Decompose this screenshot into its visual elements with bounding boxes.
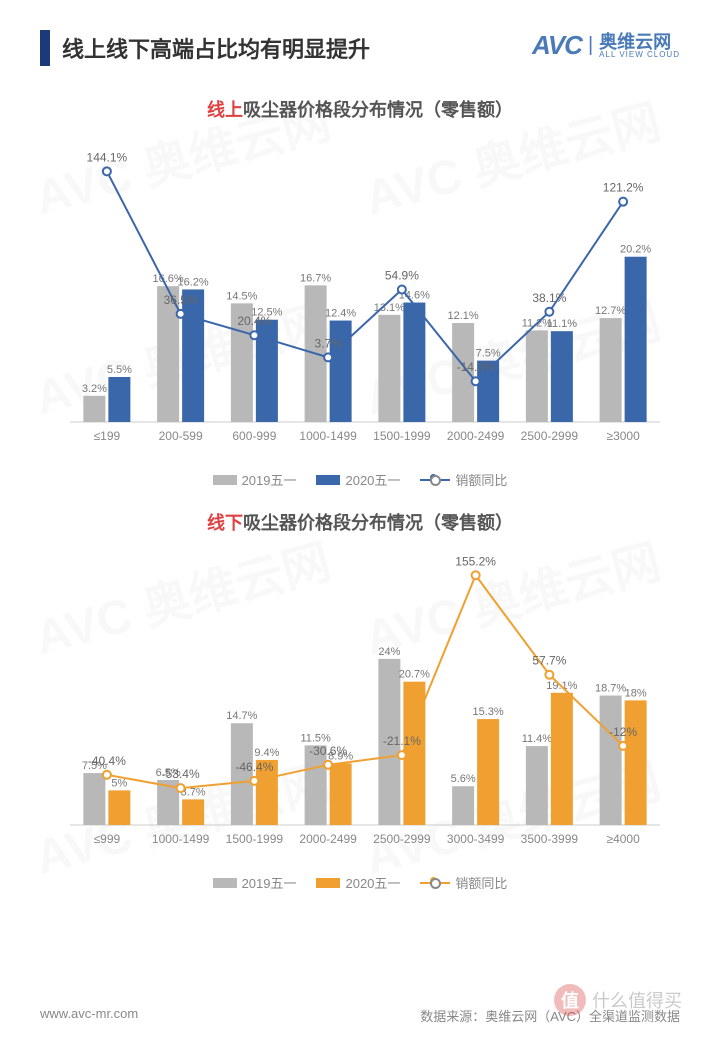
chart2-title: 线下吸尘器价格段分布情况（零售额）	[0, 509, 720, 535]
svg-text:3500-3999: 3500-3999	[521, 832, 579, 846]
svg-text:3.2%: 3.2%	[82, 383, 107, 395]
svg-text:2000-2499: 2000-2499	[447, 429, 505, 443]
svg-text:15.3%: 15.3%	[473, 706, 504, 718]
accent-bar	[40, 30, 50, 66]
svg-text:54.9%: 54.9%	[385, 269, 419, 283]
svg-text:12.7%: 12.7%	[595, 305, 626, 317]
legend: 2019五一2020五一销额同比	[40, 470, 680, 489]
logo-avc-text: AVC	[532, 30, 582, 61]
svg-text:200-599: 200-599	[159, 429, 203, 443]
svg-text:1000-1499: 1000-1499	[152, 832, 210, 846]
bar	[182, 289, 204, 422]
svg-text:≤999: ≤999	[94, 832, 121, 846]
svg-text:144.1%: 144.1%	[87, 150, 128, 164]
header: 线上线下高端占比均有明显提升 AVC | 奥维云网 ALL VIEW CLOUD	[0, 0, 720, 76]
svg-text:≥4000: ≥4000	[606, 832, 640, 846]
bar	[600, 696, 622, 825]
chart2: 7.5%5%≤9996.5%3.7%1000-149914.7%9.4%1500…	[40, 540, 680, 892]
badge-smzdm: 值 什么值得买	[550, 980, 700, 1025]
bar	[551, 693, 573, 825]
chart1-title: 线上吸尘器价格段分布情况（零售额）	[0, 96, 720, 122]
svg-text:11.5%: 11.5%	[300, 732, 331, 744]
bar	[452, 786, 474, 825]
bar	[551, 331, 573, 422]
bar	[403, 682, 425, 825]
svg-text:14.5%: 14.5%	[226, 290, 257, 302]
svg-text:3.7%: 3.7%	[314, 336, 342, 350]
svg-text:16.7%: 16.7%	[300, 272, 331, 284]
svg-text:1000-1499: 1000-1499	[299, 429, 357, 443]
svg-text:38.1%: 38.1%	[532, 291, 566, 305]
svg-text:3000-3499: 3000-3499	[447, 832, 505, 846]
svg-text:-12%: -12%	[609, 725, 637, 739]
svg-text:18.7%: 18.7%	[595, 683, 626, 695]
svg-text:7.5%: 7.5%	[476, 348, 501, 360]
svg-text:-30.6%: -30.6%	[309, 744, 347, 758]
svg-text:≤199: ≤199	[94, 429, 121, 443]
svg-text:57.7%: 57.7%	[532, 654, 566, 668]
logo-cn-text: 奥维云网	[599, 33, 680, 51]
svg-text:121.2%: 121.2%	[603, 181, 644, 195]
svg-text:2500-2999: 2500-2999	[521, 429, 579, 443]
svg-text:值: 值	[561, 990, 579, 1011]
svg-text:16.2%: 16.2%	[178, 276, 209, 288]
svg-text:2500-2999: 2500-2999	[373, 832, 431, 846]
svg-text:600-999: 600-999	[232, 429, 276, 443]
svg-text:什么值得买: 什么值得买	[592, 991, 682, 1011]
chart1: 3.2%5.5%≤19916.6%16.2%200-59914.5%12.5%6…	[40, 127, 680, 489]
svg-text:1500-1999: 1500-1999	[226, 832, 284, 846]
logo-en-text: ALL VIEW CLOUD	[599, 51, 680, 59]
svg-text:-40.4%: -40.4%	[88, 754, 126, 768]
svg-text:5.6%: 5.6%	[451, 773, 476, 785]
bar	[526, 746, 548, 825]
svg-text:18%: 18%	[625, 687, 647, 699]
bar	[625, 257, 647, 422]
svg-text:20.4%: 20.4%	[237, 314, 271, 328]
bar	[403, 303, 425, 422]
bar	[625, 700, 647, 825]
svg-text:14.7%: 14.7%	[226, 710, 257, 722]
svg-text:36.5%: 36.5%	[164, 293, 198, 307]
bar	[378, 315, 400, 422]
svg-text:-21.1%: -21.1%	[383, 734, 421, 748]
footer-url: www.avc-mr.com	[40, 1006, 138, 1025]
logo: AVC | 奥维云网 ALL VIEW CLOUD	[532, 30, 680, 61]
legend: 2019五一2020五一销额同比	[40, 873, 680, 892]
bar	[83, 396, 105, 422]
bar	[477, 719, 499, 825]
bar	[108, 377, 130, 422]
svg-text:11.1%: 11.1%	[547, 318, 578, 330]
bar	[231, 723, 253, 825]
bar	[83, 773, 105, 825]
svg-text:5%: 5%	[111, 777, 127, 789]
svg-text:11.4%: 11.4%	[522, 733, 553, 745]
bar	[108, 790, 130, 825]
svg-text:20.7%: 20.7%	[399, 669, 430, 681]
bar	[526, 330, 548, 422]
svg-text:9.4%: 9.4%	[254, 747, 279, 759]
svg-text:-14.3%: -14.3%	[457, 360, 495, 374]
bar	[600, 318, 622, 422]
svg-text:24%: 24%	[378, 646, 400, 658]
svg-text:5.5%: 5.5%	[107, 364, 132, 376]
svg-text:-53.4%: -53.4%	[162, 767, 200, 781]
svg-text:12.1%: 12.1%	[448, 310, 479, 322]
bar	[182, 799, 204, 825]
svg-text:≥3000: ≥3000	[606, 429, 640, 443]
svg-text:2000-2499: 2000-2499	[299, 832, 357, 846]
svg-text:1500-1999: 1500-1999	[373, 429, 431, 443]
svg-text:155.2%: 155.2%	[455, 554, 496, 568]
svg-text:-46.4%: -46.4%	[235, 760, 273, 774]
bar	[330, 763, 352, 825]
page-title: 线上线下高端占比均有明显提升	[62, 32, 370, 64]
svg-text:20.2%: 20.2%	[620, 244, 651, 256]
svg-text:12.4%: 12.4%	[325, 308, 356, 320]
